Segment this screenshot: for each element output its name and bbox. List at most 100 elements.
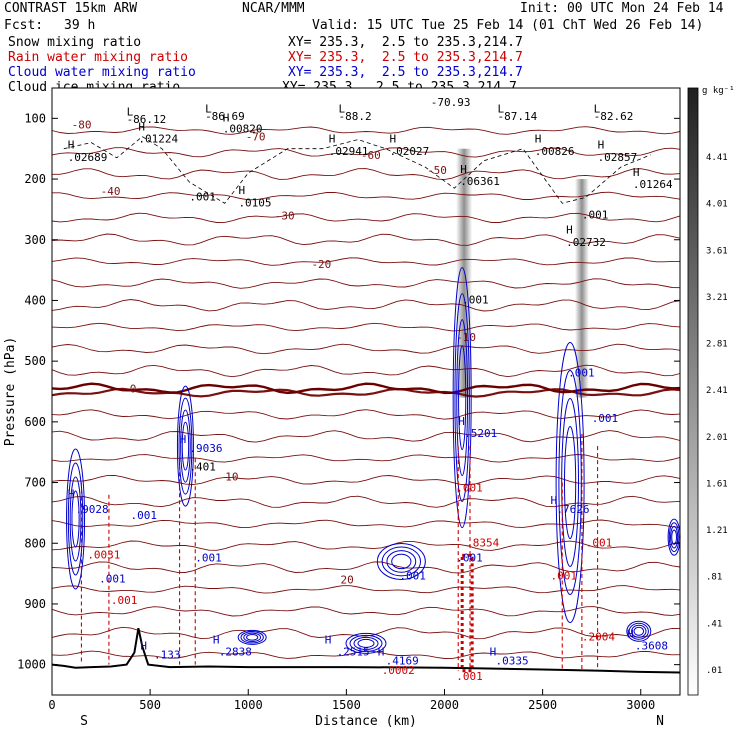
isotherm-line (51, 322, 681, 332)
y-tick-label: 400 (24, 293, 46, 307)
agency-label: NCAR/MMM (242, 1, 305, 16)
contour-extremum-label: .3608 (635, 639, 668, 652)
contour-extremum-label: H (627, 627, 634, 640)
y-tick-label: 300 (24, 233, 46, 247)
y-tick-label: 700 (24, 476, 46, 490)
contour-extremum-label: H (378, 646, 385, 659)
isotherm-label: 0 (130, 382, 137, 395)
contour-extremum-label: .001 (582, 209, 609, 222)
contour-extremum-label: H (223, 111, 230, 124)
contour-extremum-label: .00820 (223, 122, 263, 135)
field-xy-rain: XY= 235.3, 2.5 to 235.3,214.7 (288, 50, 523, 65)
cloud-water-contour (376, 542, 426, 580)
contour-extremum-label: .001 (195, 551, 222, 564)
cloud-water-contour (456, 319, 469, 477)
contour-extremum-label: H (458, 415, 465, 428)
contour-extremum-label: .001 (131, 509, 158, 522)
valid-time: Valid: 15 UTC Tue 25 Feb 14 (01 ChT Wed … (312, 18, 704, 33)
plot-frame (51, 87, 681, 696)
cloud-water-contour (452, 267, 472, 529)
cloud-water-contour (180, 409, 191, 483)
contour-extremum-label: H (68, 488, 75, 501)
colorbar (687, 87, 699, 696)
contour-extremum-label: -82.62 (594, 110, 634, 123)
isotherm-line (51, 299, 681, 312)
isotherm-line (51, 343, 681, 355)
contour-extremum-label: .001 (592, 412, 619, 425)
isotherm-line (51, 212, 681, 223)
contour-extremum-label: H (68, 139, 75, 152)
cloud-water-contour (386, 550, 417, 573)
contour-extremum-label: .001 (586, 536, 613, 549)
contour-extremum-label: L (127, 105, 134, 118)
cloud-water-contour (670, 525, 679, 549)
contour-extremum-label: .001 (399, 570, 426, 583)
cloud-water-contour (237, 629, 267, 645)
isotherm-label: -20 (311, 258, 331, 271)
contour-extremum-label: -70.93 (431, 96, 471, 109)
contour-extremum-label: .02941 (329, 145, 369, 158)
cloud-water-contour (181, 421, 190, 471)
isotherm-line (52, 191, 681, 201)
contour-extremum-label: H (633, 166, 640, 179)
contour-extremum-label: .01264 (633, 178, 673, 191)
contour-extremum-label: .9036 (189, 442, 222, 455)
forecast-label: Fcst: (4, 18, 44, 33)
colorbar-tick-label: .41 (706, 619, 722, 629)
contour-extremum-label: -87.14 (497, 110, 537, 123)
model-title: CONTRAST 15km ARW (4, 1, 138, 16)
x-tick-label: 0 (48, 698, 55, 712)
cloud-ice-plume (574, 179, 589, 398)
contour-extremum-label: .8354 (466, 536, 499, 549)
contour-extremum-label: .01224 (138, 133, 178, 146)
cloud-water-contour (626, 620, 652, 642)
contour-extremum-label: .401 (189, 460, 216, 473)
x-axis-label: Distance (km) (315, 714, 417, 729)
cloud-water-contour (353, 636, 379, 650)
colorbar-tick-label: 4.41 (706, 153, 728, 163)
contour-extremum-label: H (325, 633, 332, 646)
endpoint-south-label: S (80, 714, 88, 729)
cloud-water-contour (67, 462, 84, 576)
contour-extremum-label: H (138, 120, 145, 133)
contour-extremum-label: H (535, 133, 542, 146)
field-name-cloud-water: Cloud water mixing ratio (8, 65, 196, 80)
contour-extremum-label: H (140, 639, 147, 652)
isotherm-label: -50 (427, 164, 447, 177)
x-tick-label: 1500 (332, 698, 361, 712)
contour-extremum-label: .001 (462, 293, 489, 306)
isotherm-label: 20 (340, 574, 353, 587)
isotherm-label: -60 (361, 149, 381, 162)
cloud-water-contour (357, 638, 375, 648)
isotherm-line (51, 126, 681, 135)
contour-extremum-label: H (550, 494, 557, 507)
x-tick-label: 2000 (430, 698, 459, 712)
isotherm-label: -40 (101, 185, 121, 198)
field-xy-snow: XY= 235.3, 2.5 to 235.3,214.7 (288, 35, 523, 50)
contour-extremum-label: H (213, 633, 220, 646)
cloud-water-contour (631, 624, 647, 638)
contour-extremum-label: .0105 (238, 196, 271, 209)
y-axis-label: Pressure (hPa) (3, 337, 18, 447)
isotherm-line (51, 147, 681, 158)
contour-extremum-label: .001 (456, 551, 483, 564)
contour-extremum-label: .7626 (556, 503, 589, 516)
isotherm-label: -70 (246, 131, 266, 144)
cloud-water-contour (66, 448, 86, 590)
colorbar-tick-label: 2.41 (706, 386, 728, 396)
isotherm-line (51, 387, 681, 398)
cloud-water-contour (671, 529, 678, 545)
endpoint-north-label: N (656, 714, 664, 729)
cloud-water-contour (561, 398, 579, 568)
colorbar-tick-label: 4.01 (706, 200, 728, 210)
contour-extremum-label: .06361 (460, 175, 500, 188)
y-tick-label: 100 (24, 111, 46, 125)
contour-extremum-label: .4169 (386, 655, 419, 668)
colorbar-unit-label: g kg⁻¹ (702, 86, 735, 96)
contour-extremum-label: .2004 (582, 630, 615, 643)
cloud-water-contour (391, 553, 412, 570)
contour-extremum-label: -86.69 (205, 110, 245, 123)
isotherm-line (51, 626, 681, 640)
contour-extremum-label: H (566, 224, 573, 237)
